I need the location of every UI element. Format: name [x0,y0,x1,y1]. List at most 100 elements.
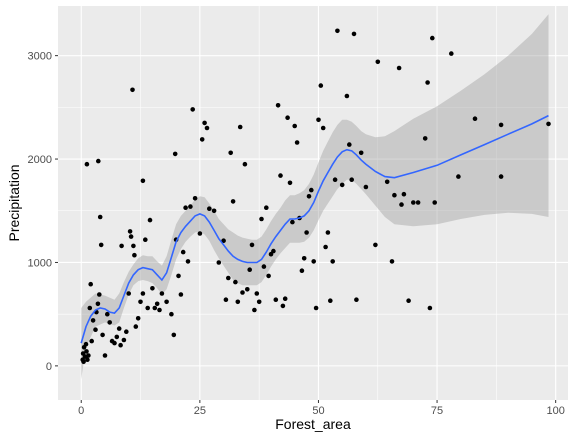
x-axis-ticks: 0 25 50 75 100 [78,400,565,417]
y-tick-label: 0 [46,361,52,373]
data-point [197,231,203,236]
data-point [98,242,104,248]
data-point [88,281,93,287]
data-point [287,180,293,186]
data-point [95,301,101,307]
data-point [228,150,233,156]
minor-gridlines [58,6,568,400]
data-point [249,242,255,248]
data-point [86,353,91,358]
data-point [399,202,404,207]
data-point [107,320,112,325]
data-point [204,125,210,131]
x-axis-title: Forest_area [275,416,351,432]
data-point [130,87,135,93]
data-point [97,214,103,220]
data-point [456,174,461,179]
x-tick-label: 50 [312,405,324,417]
data-point [242,161,248,167]
data-point [211,208,217,214]
y-axis-title: Precipitation [6,164,22,241]
data-point [199,137,205,142]
data-point [323,244,328,250]
data-point [131,243,136,249]
data-point [221,238,226,243]
data-point [354,297,359,303]
data-point [384,179,390,185]
y-axis-ticks: 0 1000 2000 3000 [28,51,58,373]
data-point [280,303,286,309]
data-point [89,338,94,344]
data-point [415,200,421,205]
data-point [96,158,101,164]
data-point [268,251,274,257]
data-point [339,182,345,188]
data-point [427,305,433,311]
data-point [116,326,122,331]
data-point [180,249,186,255]
data-point [358,150,364,156]
x-tick-label: 25 [194,405,206,417]
data-point [233,279,238,285]
smooth-line [80,114,549,344]
data-point [392,192,397,198]
data-point [396,65,402,71]
data-point [271,248,276,254]
data-point [285,115,290,120]
data-point [126,291,131,296]
data-point [498,174,504,179]
data-point [223,297,229,303]
data-point [164,299,169,305]
data-point [259,216,264,222]
data-point [127,229,133,234]
data-point [332,177,338,182]
data-point [235,299,241,305]
data-point [546,121,551,127]
data-point [266,273,271,279]
data-point [261,264,267,269]
data-point [275,103,281,108]
data-point [240,290,245,295]
data-point [401,191,407,197]
data-point [133,324,139,329]
data-point [150,286,155,291]
data-points [80,28,551,365]
data-point [351,31,357,37]
data-point [349,177,355,182]
data-point [102,353,108,358]
data-point [119,243,124,249]
data-point [138,299,143,305]
data-point [85,357,90,363]
data-point [140,291,146,296]
data-point [112,340,117,346]
data-point [192,196,198,201]
data-point [143,237,148,242]
data-point [105,311,110,317]
data-point [84,349,89,354]
data-point [183,205,188,210]
data-point [252,307,257,313]
data-point [226,275,231,281]
data-point [498,122,504,128]
data-point [100,332,105,338]
data-point [237,124,243,130]
data-point [97,292,102,297]
data-point [273,297,279,303]
data-point [152,305,158,311]
data-point [121,337,127,343]
data-point [176,273,181,279]
data-point [290,219,295,225]
data-point [363,184,369,190]
data-point [256,299,262,305]
data-point [172,151,178,157]
data-point [264,205,269,210]
data-point [118,342,123,348]
data-point [178,292,184,297]
x-tick-label: 100 [546,405,564,417]
data-point [294,140,300,145]
data-point [140,178,146,184]
data-point [406,298,411,304]
data-point [432,200,438,205]
data-point [207,206,212,211]
